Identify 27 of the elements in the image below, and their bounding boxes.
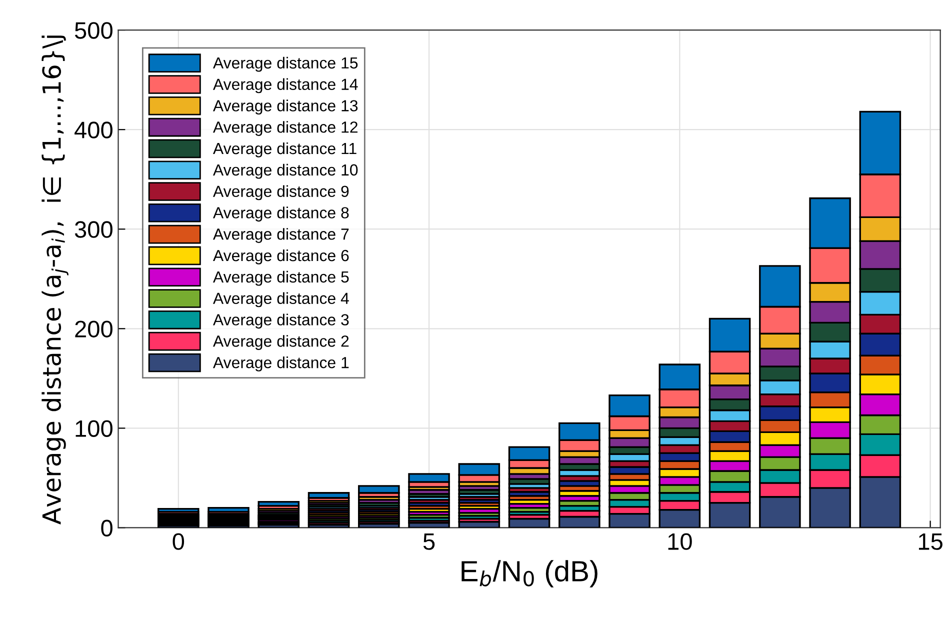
legend-label: Average distance 9 — [212, 185, 349, 200]
y-axis-title: Average distance (a$_{j}$-a$_{i}$), i∈ {1,...,16}\j — [42, 36, 68, 524]
y-tick-label: 400 — [74, 122, 112, 138]
legend-label: Average distance 13 — [212, 100, 358, 115]
legend-label: Average distance 14 — [212, 78, 358, 94]
legend-label: Average distance 12 — [212, 121, 358, 136]
x-tick-label: 0 — [172, 533, 184, 550]
x-tick-label: 10 — [668, 533, 692, 550]
y-tick-label: 0 — [101, 520, 112, 537]
legend-label: Average distance 11 — [212, 142, 356, 158]
legend-label: Average distance 8 — [212, 206, 349, 222]
legend-label: Average distance 2 — [212, 335, 349, 350]
legend-label: Average distance 3 — [212, 314, 349, 329]
x-tick-label: 15 — [918, 533, 942, 550]
legend-label: Average distance 7 — [212, 228, 349, 243]
legend-label: Average distance 6 — [212, 249, 349, 264]
y-tick-label: 100 — [76, 420, 112, 437]
y-tick-label: 200 — [75, 320, 112, 338]
legend-label: Average distance 5 — [212, 270, 349, 286]
x-tick-label: 5 — [423, 533, 435, 550]
legend-label: Average distance 15 — [212, 56, 358, 72]
legend-label: Average distance 10 — [212, 164, 358, 179]
legend-label: Average distance 1 — [212, 356, 349, 372]
legend-label: Average distance 4 — [212, 292, 349, 308]
y-tick-label: 500 — [74, 22, 112, 39]
x-axis-title: E$_{b}$/N$_{0}$ (dB) — [462, 560, 598, 588]
y-tick-label: 300 — [74, 221, 112, 238]
